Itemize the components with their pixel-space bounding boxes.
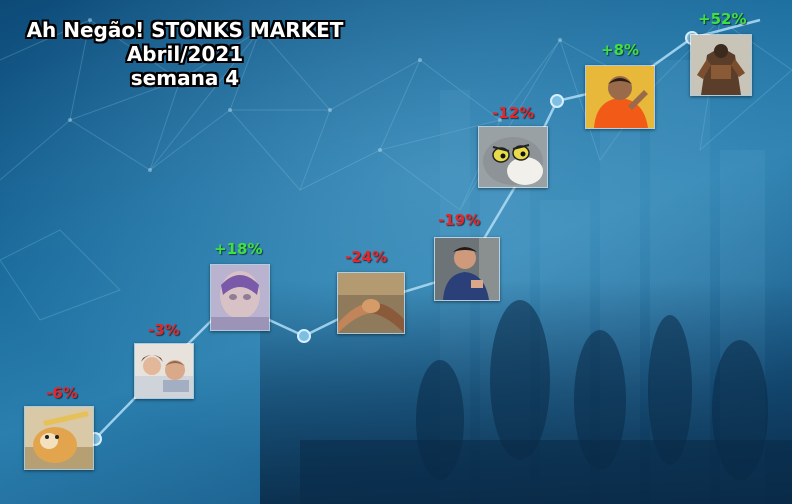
- tom-cat-face-meme-icon: [478, 126, 548, 188]
- blurred-face-meme-icon: [210, 264, 270, 331]
- change-label: -12%: [492, 104, 535, 122]
- title-line-2: Abril/2021: [126, 42, 244, 66]
- chart-title: Ah Negão! STONKS MARKET Abril/2021 seman…: [20, 18, 350, 90]
- couple-in-bed-meme-icon: [134, 343, 194, 399]
- title-line-3: semana 4: [130, 66, 240, 90]
- armored-warrior-meme-icon: [690, 34, 752, 96]
- change-label: -24%: [345, 248, 388, 266]
- crowd-silhouette: [300, 300, 792, 504]
- change-label: +52%: [698, 10, 747, 28]
- change-label: -6%: [46, 384, 78, 402]
- change-label: -3%: [148, 321, 180, 339]
- change-label: -19%: [438, 211, 481, 229]
- change-label: +8%: [601, 41, 640, 59]
- network-mesh: [0, 19, 792, 321]
- title-line-1: Ah Negão! STONKS MARKET: [26, 18, 344, 42]
- drake-approving-meme-icon: [585, 65, 655, 129]
- change-label: +18%: [214, 240, 263, 258]
- epic-handshake-meme-icon: [337, 272, 405, 334]
- cheems-doge-meme-icon: [24, 406, 94, 470]
- man-in-blue-hoodie-meme-icon: [434, 237, 500, 301]
